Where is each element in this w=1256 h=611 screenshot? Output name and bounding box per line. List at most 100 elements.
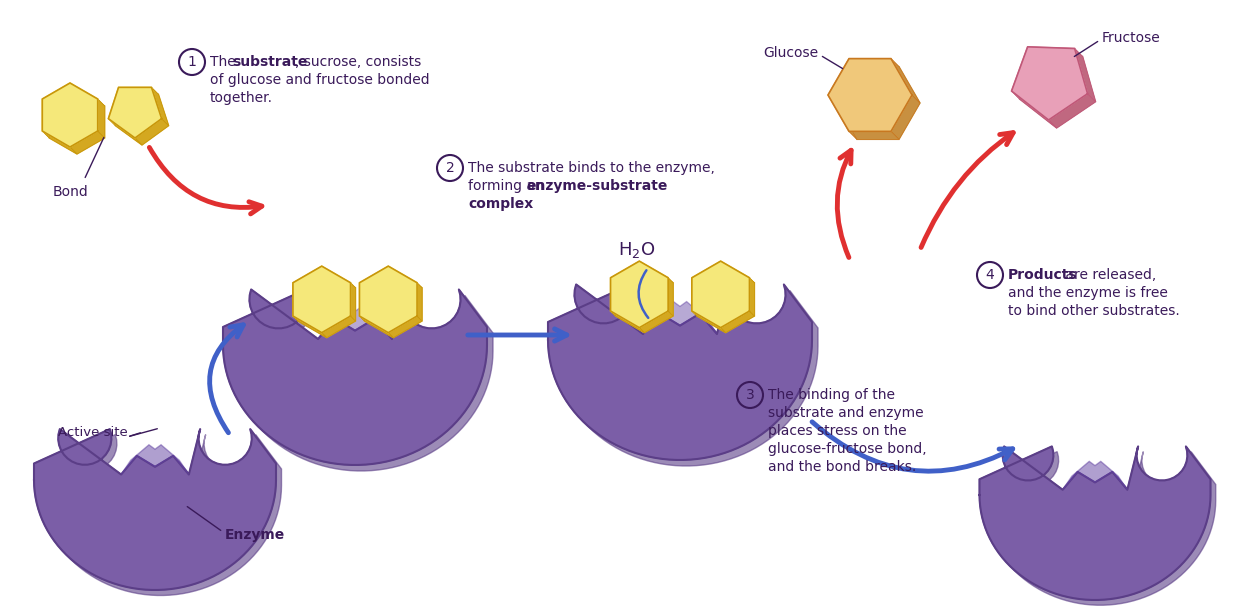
Text: of glucose and fructose bonded: of glucose and fructose bonded	[210, 73, 430, 87]
Polygon shape	[1011, 47, 1036, 99]
Polygon shape	[639, 261, 673, 283]
Text: enzyme-substrate: enzyme-substrate	[526, 179, 667, 193]
Polygon shape	[34, 429, 276, 590]
Polygon shape	[350, 283, 355, 321]
Polygon shape	[108, 87, 126, 126]
Polygon shape	[43, 83, 77, 106]
Polygon shape	[610, 311, 644, 332]
Text: Bond: Bond	[53, 185, 88, 199]
Polygon shape	[1020, 55, 1095, 128]
Text: 2: 2	[446, 161, 455, 175]
Polygon shape	[980, 447, 1211, 600]
Text: , sucrose, consists: , sucrose, consists	[295, 55, 421, 69]
Text: The substrate binds to the enzyme,: The substrate binds to the enzyme,	[468, 161, 715, 175]
Polygon shape	[1049, 93, 1095, 128]
Polygon shape	[668, 278, 673, 316]
Polygon shape	[828, 59, 857, 103]
Polygon shape	[692, 278, 697, 316]
Polygon shape	[639, 311, 673, 332]
Polygon shape	[610, 278, 615, 316]
Polygon shape	[359, 316, 393, 338]
Polygon shape	[43, 99, 49, 138]
Polygon shape	[610, 261, 668, 327]
Polygon shape	[121, 445, 188, 475]
Text: Products: Products	[1009, 268, 1078, 282]
Polygon shape	[359, 266, 417, 332]
Polygon shape	[692, 261, 726, 283]
Text: are released,: are released,	[1061, 268, 1157, 282]
Text: forming an: forming an	[468, 179, 548, 193]
Polygon shape	[388, 266, 422, 288]
Polygon shape	[318, 307, 392, 339]
Text: The: The	[210, 55, 240, 69]
Polygon shape	[293, 266, 350, 332]
Text: together.: together.	[210, 91, 273, 105]
Polygon shape	[359, 266, 393, 288]
Polygon shape	[49, 90, 104, 154]
Polygon shape	[721, 311, 755, 332]
Text: Glucose: Glucose	[762, 46, 818, 60]
Polygon shape	[643, 302, 717, 334]
Text: substrate and enzyme: substrate and enzyme	[767, 406, 923, 420]
Polygon shape	[229, 296, 494, 471]
Polygon shape	[1011, 47, 1088, 120]
Polygon shape	[836, 67, 919, 139]
Polygon shape	[828, 95, 857, 139]
Polygon shape	[293, 316, 327, 338]
Text: Fructose: Fructose	[1102, 31, 1161, 45]
Polygon shape	[548, 285, 811, 460]
Polygon shape	[98, 99, 104, 138]
Polygon shape	[697, 266, 755, 332]
Polygon shape	[610, 261, 644, 283]
Polygon shape	[70, 83, 104, 106]
Polygon shape	[985, 452, 1216, 606]
Polygon shape	[554, 290, 818, 466]
Polygon shape	[417, 283, 422, 321]
Text: glucose-fructose bond,: glucose-fructose bond,	[767, 442, 927, 456]
Text: 1: 1	[187, 55, 196, 69]
Polygon shape	[849, 59, 899, 67]
Polygon shape	[43, 131, 77, 154]
Polygon shape	[116, 94, 168, 145]
Polygon shape	[293, 283, 298, 321]
Text: The binding of the: The binding of the	[767, 388, 896, 402]
Polygon shape	[359, 283, 364, 321]
Text: and the enzyme is free: and the enzyme is free	[1009, 286, 1168, 300]
Polygon shape	[1027, 47, 1083, 56]
Polygon shape	[388, 316, 422, 338]
Text: 4: 4	[986, 268, 995, 282]
Polygon shape	[293, 266, 327, 288]
Polygon shape	[298, 271, 355, 338]
Polygon shape	[152, 87, 168, 126]
Polygon shape	[118, 87, 158, 94]
Polygon shape	[891, 59, 919, 103]
Polygon shape	[721, 261, 755, 283]
Polygon shape	[891, 95, 919, 139]
Text: .: .	[515, 197, 520, 211]
Polygon shape	[70, 131, 104, 154]
Polygon shape	[750, 278, 755, 316]
Text: complex: complex	[468, 197, 534, 211]
Text: substrate: substrate	[232, 55, 308, 69]
Polygon shape	[224, 290, 487, 465]
Polygon shape	[322, 266, 355, 288]
Polygon shape	[692, 261, 750, 327]
Text: to bind other substrates.: to bind other substrates.	[1009, 304, 1179, 318]
Polygon shape	[364, 271, 422, 338]
Polygon shape	[108, 119, 142, 145]
Polygon shape	[1075, 48, 1095, 101]
Polygon shape	[39, 434, 281, 596]
Text: places stress on the: places stress on the	[767, 424, 907, 438]
Text: Active site: Active site	[58, 425, 128, 439]
Polygon shape	[615, 266, 673, 332]
Polygon shape	[108, 87, 162, 138]
Polygon shape	[322, 316, 355, 338]
Polygon shape	[43, 83, 98, 147]
Polygon shape	[849, 131, 899, 139]
Text: 3: 3	[746, 388, 755, 402]
Polygon shape	[828, 59, 912, 131]
Polygon shape	[692, 311, 726, 332]
Polygon shape	[1011, 91, 1056, 128]
Polygon shape	[1063, 461, 1128, 490]
Text: $\mathregular{H_2O}$: $\mathregular{H_2O}$	[618, 240, 656, 260]
